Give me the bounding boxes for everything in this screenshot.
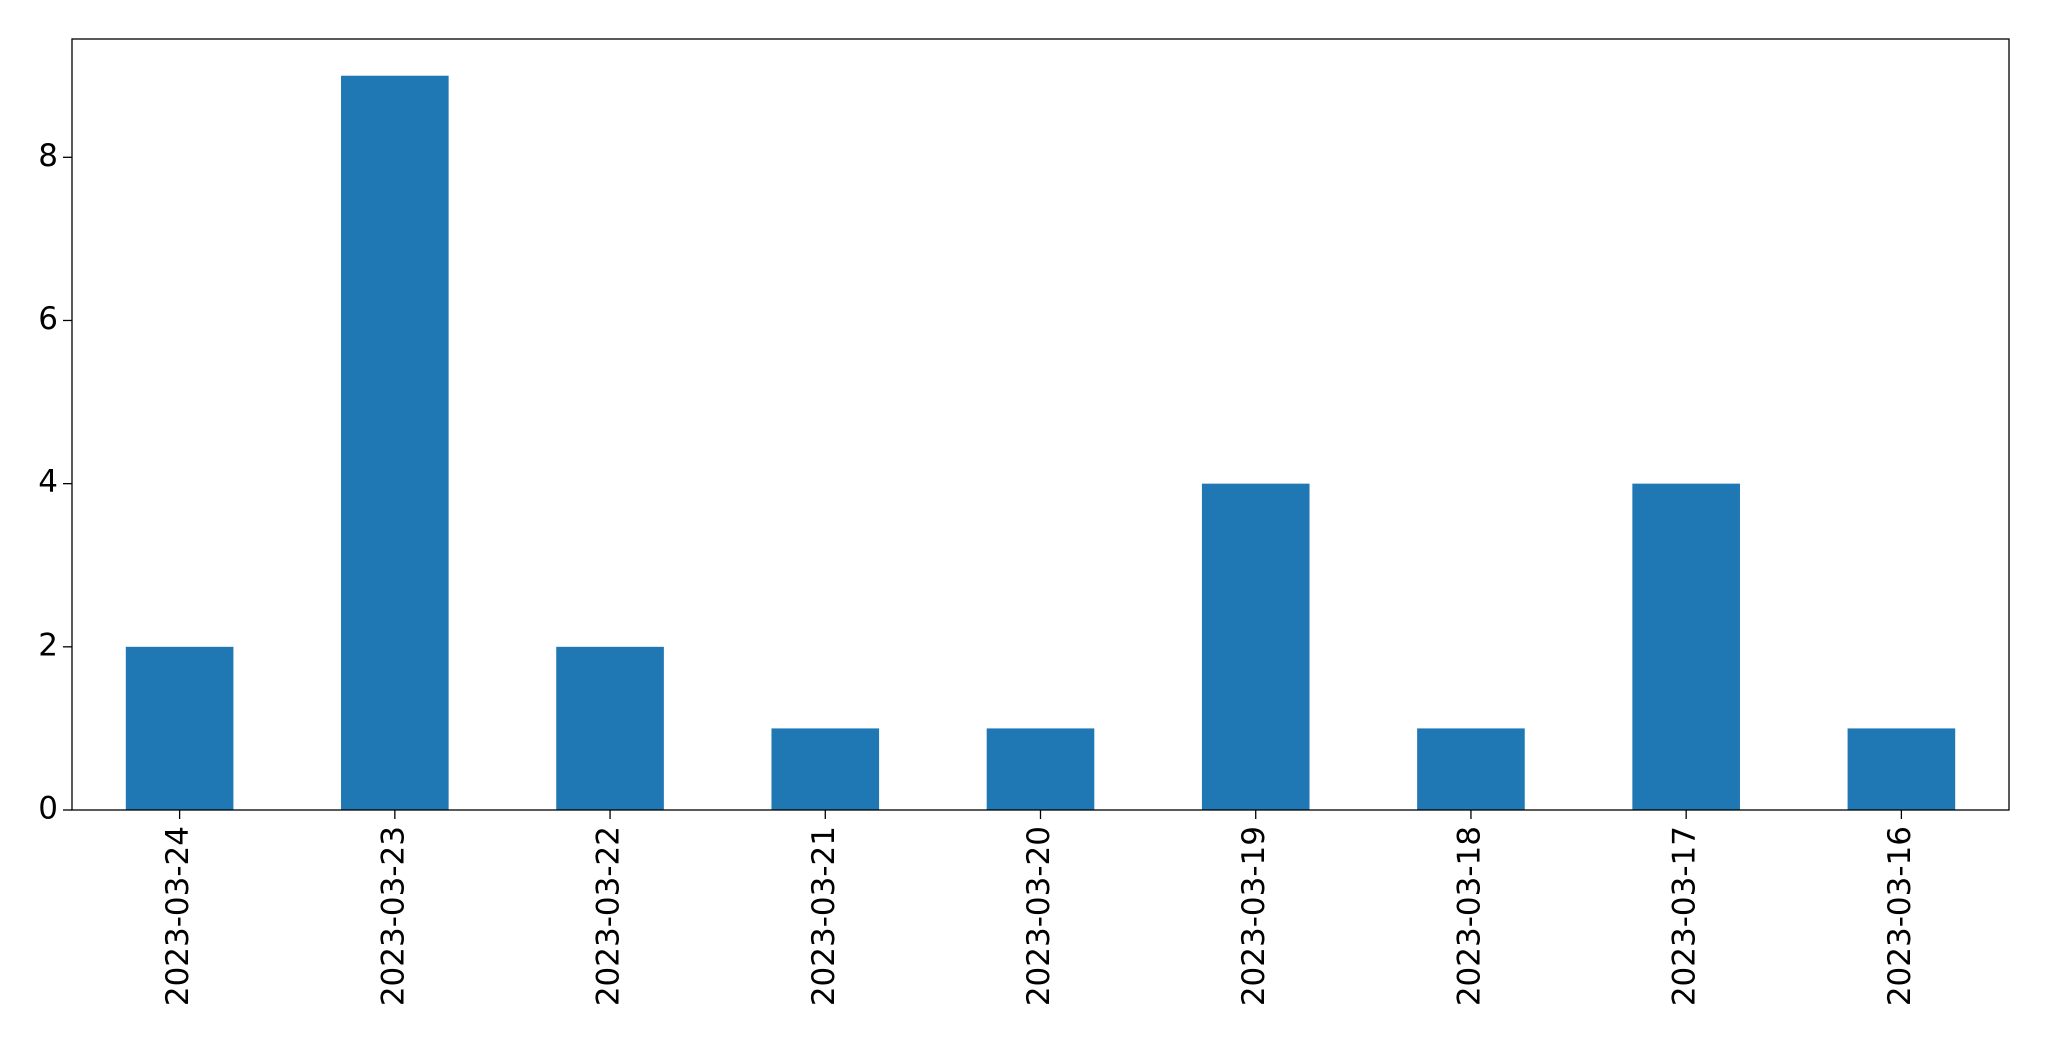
bar [986,728,1095,810]
y-tick-label: 6 [38,301,58,337]
y-tick-label: 2 [38,627,58,663]
x-tick-label: 2023-03-22 [591,826,627,1006]
x-tick-label: 2023-03-24 [160,826,196,1006]
x-tick-label: 2023-03-17 [1667,826,1703,1006]
x-tick-label: 2023-03-21 [806,826,842,1006]
x-tick-label: 2023-03-19 [1236,826,1272,1006]
bar [1632,483,1740,810]
bar [1201,483,1310,810]
x-tick-label: 2023-03-23 [375,826,411,1006]
x-tick-label: 2023-03-18 [1451,826,1487,1006]
bar [771,728,880,810]
x-tick-label: 2023-03-16 [1882,826,1918,1006]
bar [341,75,449,810]
x-tick-label: 2023-03-20 [1021,826,1057,1006]
y-tick-label: 8 [38,138,58,174]
y-tick-label: 0 [38,791,58,827]
bar [125,646,234,810]
bar [556,646,664,810]
bar [1847,728,1956,810]
plot-frame [71,38,2010,811]
bar [1417,728,1525,810]
y-tick-label: 4 [38,464,58,500]
